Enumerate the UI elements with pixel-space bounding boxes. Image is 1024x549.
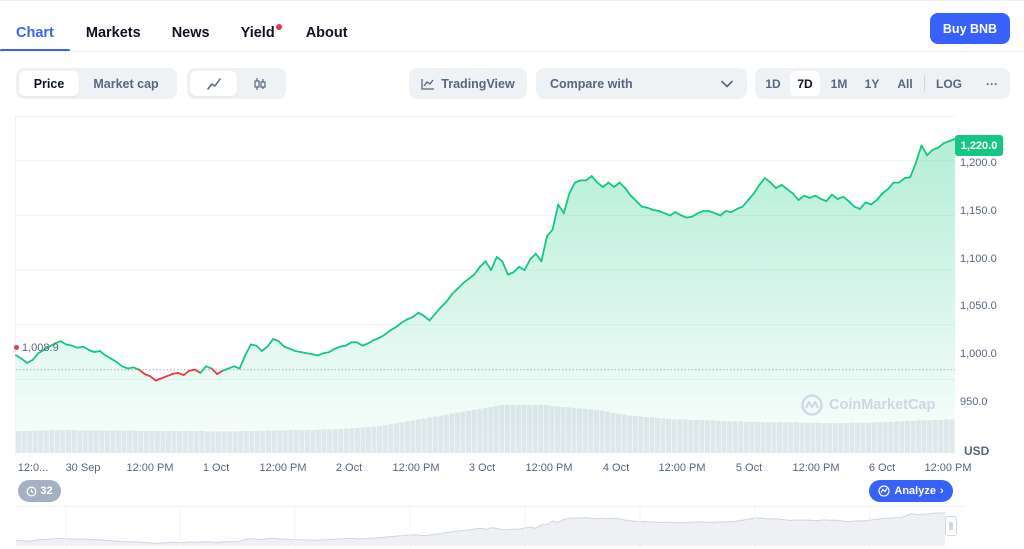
range-navigator[interactable] <box>15 506 965 549</box>
x-tick-label: 4 Oct <box>602 462 630 474</box>
history-icon <box>26 486 37 496</box>
more-options-button[interactable]: ··· <box>986 76 998 91</box>
candlestick-icon <box>254 77 266 90</box>
y-tick-label: 1,100.0 <box>960 253 997 265</box>
x-tick-label: 12:0... <box>17 462 49 474</box>
compare-with-dropdown[interactable]: Compare with <box>536 68 747 99</box>
analyze-button[interactable]: Analyze › <box>869 480 953 502</box>
open-price-marker <box>14 345 19 350</box>
x-tick-label: 1 Oct <box>202 462 230 474</box>
y-tick-label: 950.0 <box>960 396 988 408</box>
x-tick-label: 12:00 PM <box>792 462 840 474</box>
open-price-label: 1,008.9 <box>22 342 59 354</box>
x-tick-label: 12:00 PM <box>259 462 307 474</box>
navigator-handle[interactable] <box>945 516 957 536</box>
tradingview-icon <box>421 78 435 90</box>
tabs-divider <box>0 51 1024 52</box>
coinmarketcap-logo-icon <box>801 394 823 416</box>
market-cap-toggle-button[interactable]: Market cap <box>93 76 159 91</box>
coin-detail-tabs: Chart Markets News Yield About <box>0 14 379 52</box>
price-mode-toggle: Price Market cap <box>16 68 177 99</box>
range-1d-button[interactable]: 1D <box>765 76 781 91</box>
tab-chart[interactable]: Chart <box>0 14 70 52</box>
x-tick-label: 12:00 PM <box>525 462 573 474</box>
notification-dot-icon <box>275 24 282 30</box>
line-chart-icon <box>206 77 221 90</box>
buy-button[interactable]: Buy BNB <box>930 13 1010 44</box>
chart-style-toggle <box>187 68 286 99</box>
x-tick-label: 5 Oct <box>735 462 763 474</box>
chevron-right-icon: › <box>939 485 944 497</box>
line-chart-button[interactable] <box>190 71 237 96</box>
tab-about[interactable]: About <box>305 25 348 41</box>
y-tick-label: 1,000.0 <box>960 348 997 360</box>
history-button[interactable]: 32 <box>18 480 61 502</box>
x-tick-label: 12:00 PM <box>924 462 972 474</box>
analyze-label: Analyze <box>894 485 936 497</box>
range-divider <box>924 75 925 92</box>
analyze-icon <box>878 485 890 497</box>
tab-markets[interactable]: Markets <box>85 25 141 41</box>
last-price-badge: 1,220.0 <box>955 135 1003 156</box>
y-tick-label: 1,200.0 <box>960 157 997 169</box>
x-tick-label: 6 Oct <box>868 462 896 474</box>
x-tick-label: 2 Oct <box>335 462 363 474</box>
tab-news[interactable]: News <box>171 25 210 41</box>
y-tick-label: 1,150.0 <box>960 205 997 217</box>
x-tick-label: 3 Oct <box>468 462 496 474</box>
grip-icon <box>949 522 953 530</box>
log-scale-button[interactable]: LOG <box>936 76 962 91</box>
time-range-selector: 1D 7D 1M 1Y All LOG ··· <box>755 68 1010 99</box>
tradingview-label: TradingView <box>441 76 515 91</box>
tab-yield[interactable]: Yield <box>240 14 282 52</box>
coinmarketcap-watermark: CoinMarketCap <box>801 394 935 416</box>
history-count: 32 <box>40 485 53 497</box>
range-1m-button[interactable]: 1M <box>830 76 848 91</box>
tradingview-button[interactable]: TradingView <box>409 68 527 99</box>
tab-yield-label: Yield <box>240 25 275 41</box>
range-7d-button[interactable]: 7D <box>790 71 820 96</box>
top-border <box>0 0 1024 1</box>
price-chart-area[interactable] <box>15 116 955 456</box>
currency-label: USD <box>964 444 990 458</box>
candlestick-button[interactable] <box>237 71 283 96</box>
x-tick-label: 12:00 PM <box>658 462 706 474</box>
compare-with-label: Compare with <box>550 76 633 91</box>
x-tick-label: 30 Sep <box>65 462 101 474</box>
y-tick-label: 1,050.0 <box>960 300 997 312</box>
range-all-button[interactable]: All <box>897 76 913 91</box>
price-toggle-button[interactable]: Price <box>19 71 79 96</box>
watermark-text: CoinMarketCap <box>829 397 936 413</box>
x-tick-label: 12:00 PM <box>392 462 440 474</box>
x-tick-label: 12:00 PM <box>126 462 174 474</box>
range-1y-button[interactable]: 1Y <box>864 76 880 91</box>
chevron-down-icon <box>721 80 733 87</box>
